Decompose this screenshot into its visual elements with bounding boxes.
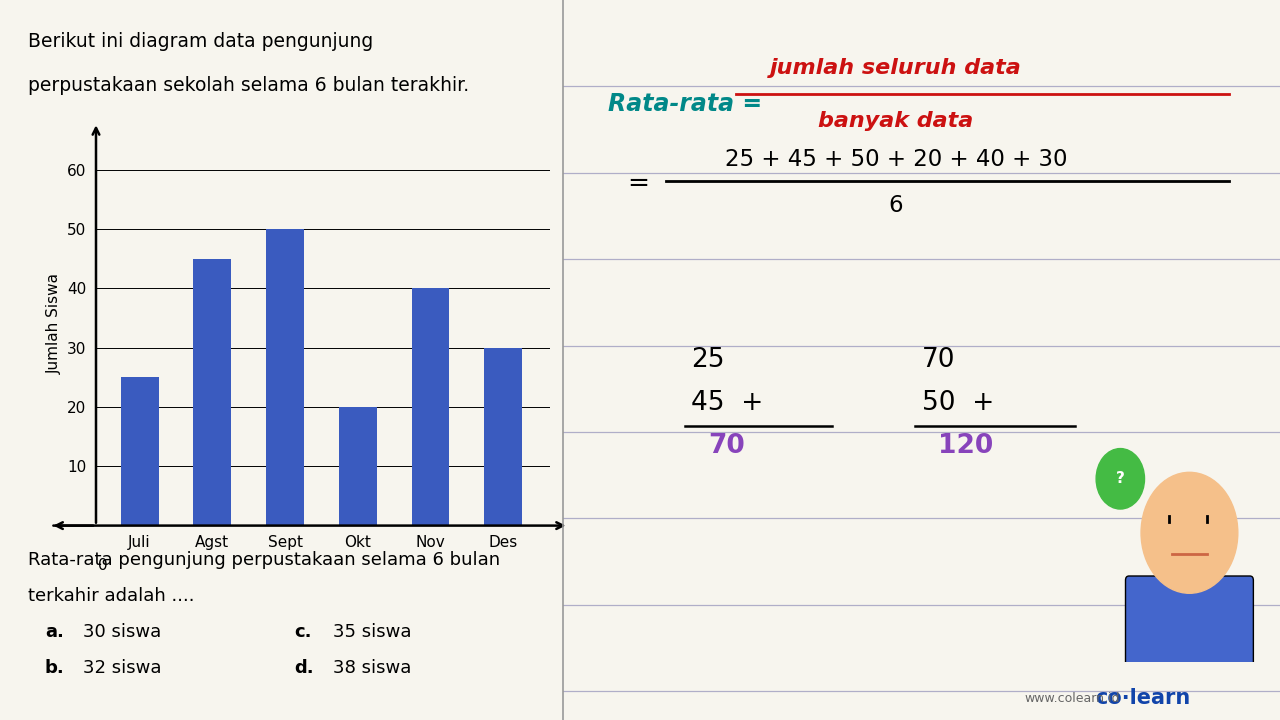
Bar — [339, 407, 376, 526]
Bar — [412, 289, 449, 526]
Bar — [484, 348, 522, 526]
Y-axis label: Jumlah Siswa: Jumlah Siswa — [46, 274, 61, 374]
Text: Rata-rata =: Rata-rata = — [608, 92, 762, 117]
Text: 70: 70 — [922, 347, 955, 373]
Text: terkahir adalah ....: terkahir adalah .... — [28, 587, 195, 605]
Text: d.: d. — [294, 659, 314, 677]
Text: 120: 120 — [938, 433, 993, 459]
Text: banyak data: banyak data — [818, 111, 974, 131]
Text: 32 siswa: 32 siswa — [83, 659, 161, 677]
Text: a.: a. — [45, 623, 64, 641]
Text: jumlah seluruh data: jumlah seluruh data — [771, 58, 1021, 78]
FancyBboxPatch shape — [1125, 576, 1253, 667]
Text: 70: 70 — [708, 433, 745, 459]
Text: perpustakaan sekolah selama 6 bulan terakhir.: perpustakaan sekolah selama 6 bulan tera… — [28, 76, 470, 94]
Text: 35 siswa: 35 siswa — [333, 623, 411, 641]
Text: ?: ? — [1116, 472, 1125, 486]
Text: b.: b. — [45, 659, 64, 677]
Text: 0: 0 — [99, 558, 108, 573]
Text: 25 + 45 + 50 + 20 + 40 + 30: 25 + 45 + 50 + 20 + 40 + 30 — [724, 148, 1068, 171]
Text: c.: c. — [294, 623, 312, 641]
Text: =: = — [627, 171, 649, 197]
Circle shape — [1140, 472, 1238, 593]
Bar — [266, 229, 303, 526]
Text: 30 siswa: 30 siswa — [83, 623, 161, 641]
Bar — [120, 377, 159, 526]
Text: Rata-rata pengunjung perpustakaan selama 6 bulan: Rata-rata pengunjung perpustakaan selama… — [28, 551, 500, 569]
Circle shape — [1096, 449, 1144, 509]
Text: Berikut ini diagram data pengunjung: Berikut ini diagram data pengunjung — [28, 32, 374, 51]
Text: 45  +: 45 + — [691, 390, 763, 416]
Bar — [193, 258, 232, 526]
Text: 6: 6 — [888, 194, 904, 217]
Text: www.colearn.id: www.colearn.id — [1024, 692, 1120, 705]
Text: 25: 25 — [691, 347, 724, 373]
Text: 50  +: 50 + — [922, 390, 993, 416]
Text: 38 siswa: 38 siswa — [333, 659, 411, 677]
Text: co·learn: co·learn — [1096, 688, 1190, 708]
